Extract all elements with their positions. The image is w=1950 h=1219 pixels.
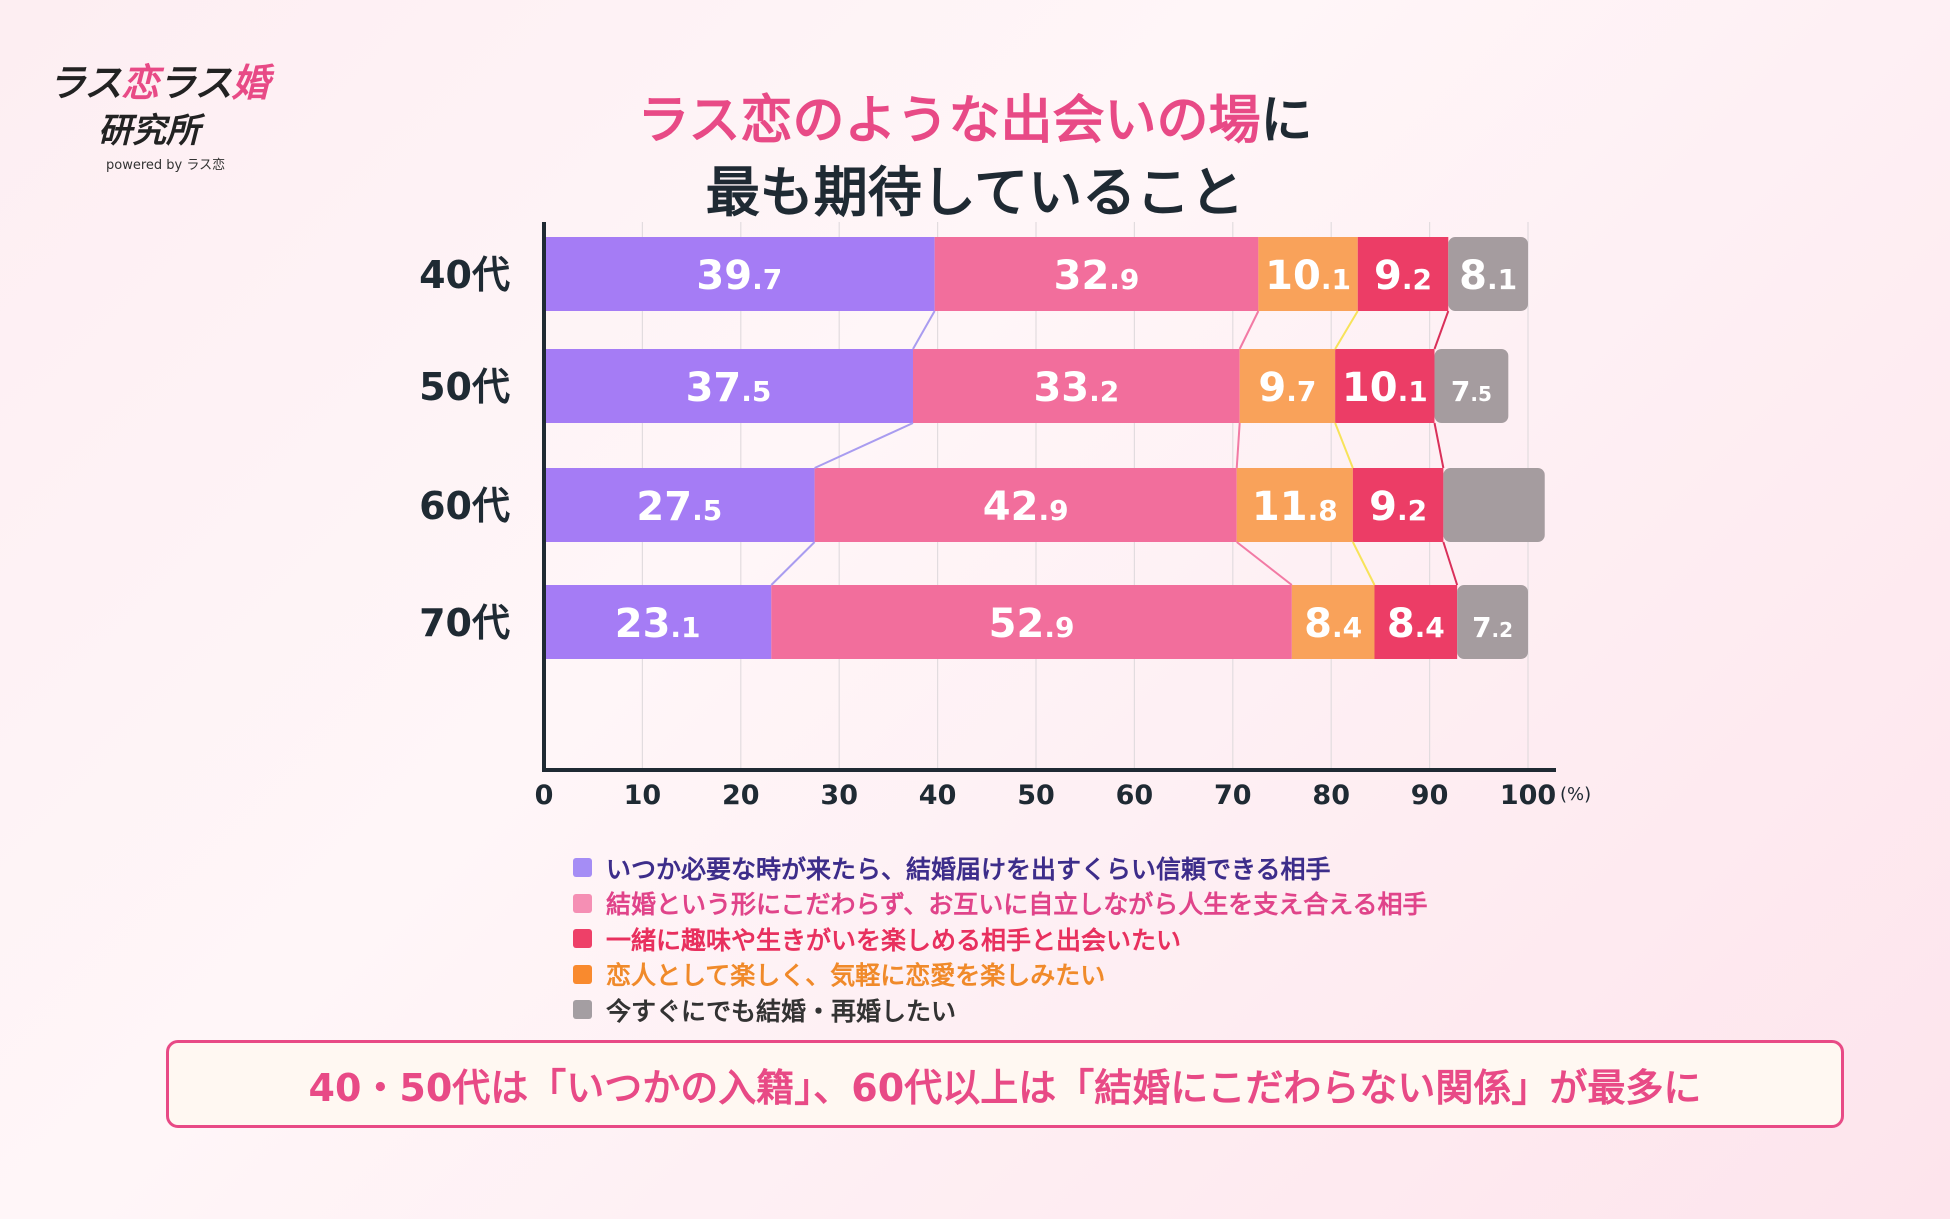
data-label: 42.9 xyxy=(983,484,1069,530)
legend-label: 一緒に趣味や生きがいを楽しめる相手と出会いたい xyxy=(606,925,1182,955)
data-label: 7.5 xyxy=(1451,375,1492,408)
legend-swatch xyxy=(573,1000,592,1020)
bar-2-50代 xyxy=(913,349,1240,423)
data-label: 8.4 xyxy=(1387,601,1445,647)
connector-line xyxy=(912,310,936,350)
summary-callout: 40・50代は「いつかの入籍」、60代以上は「結婚にこだわらない関係」が最多に xyxy=(166,1040,1844,1128)
x-tick-label: 0 xyxy=(535,780,554,811)
legend-label: いつか必要な時が来たら、結婚届けを出すくらい信頼できる相手 xyxy=(606,854,1331,884)
category-label: 50代 xyxy=(419,365,510,409)
connector-line xyxy=(1334,310,1359,350)
data-label: 37.5 xyxy=(686,365,772,411)
chart-title-line2: 最も期待していること xyxy=(705,161,1245,224)
x-tick-label: 90 xyxy=(1411,780,1449,811)
bar-3-50代 xyxy=(1239,349,1336,423)
bar-2-40代 xyxy=(934,237,1259,311)
x-tick-label: 70 xyxy=(1214,780,1252,811)
legend-item: 結婚という形にこだわらず、お互いに自立しながら人生を支え合える相手 xyxy=(573,886,1428,922)
bar-4-40代 xyxy=(1357,237,1449,311)
x-tick-label: 40 xyxy=(919,780,957,811)
connector-line xyxy=(1351,541,1376,586)
bar-3-40代 xyxy=(1258,237,1358,311)
x-tick-label: 80 xyxy=(1312,780,1350,811)
connector-line xyxy=(1235,422,1241,469)
category-label: 70代 xyxy=(419,601,510,645)
legend-item: いつか必要な時が来たら、結婚届けを出すくらい信頼できる相手 xyxy=(573,850,1428,886)
chart-title-line1: ラス恋のような出会いの場に xyxy=(637,91,1313,151)
bar-1-40代 xyxy=(544,237,935,311)
bar-4-60代 xyxy=(1352,468,1444,542)
bar-2-60代 xyxy=(814,468,1237,542)
logo-subtitle: 研究所 xyxy=(98,111,200,151)
bar-2-70代 xyxy=(771,585,1292,659)
bar-1-50代 xyxy=(544,349,913,423)
logo-title: ラス恋ラス婚 xyxy=(48,61,270,105)
bar-5-40代 xyxy=(1448,237,1528,311)
data-label: 10.1 xyxy=(1265,253,1351,299)
x-axis-unit: (%) xyxy=(1560,784,1591,805)
legend-item: 一緒に趣味や生きがいを楽しめる相手と出会いたい xyxy=(573,921,1428,957)
data-label: 32.9 xyxy=(1054,253,1140,299)
connector-line xyxy=(814,422,914,469)
connector-line xyxy=(1334,422,1354,469)
data-label: 33.2 xyxy=(1033,365,1119,411)
connector-line xyxy=(1433,310,1450,350)
x-tick-label: 20 xyxy=(722,780,760,811)
data-label: 8.4 xyxy=(1304,601,1362,647)
legend-swatch xyxy=(573,929,592,949)
bar-4-50代 xyxy=(1335,349,1435,423)
bar-1-70代 xyxy=(544,585,772,659)
data-label: 9.7 xyxy=(1258,365,1316,411)
x-tick-label: 60 xyxy=(1116,780,1154,811)
connector-line xyxy=(1236,541,1293,586)
connector-line xyxy=(1238,310,1260,350)
legend-swatch xyxy=(573,893,592,913)
data-label: 9.2 xyxy=(1374,253,1432,299)
legend-label: 今すぐにでも結婚・再婚したい xyxy=(606,996,957,1026)
logo: ラス恋ラス婚 研究所 powered by ラス恋 xyxy=(48,52,288,173)
legend-item: 恋人として楽しく、気軽に恋愛を楽しみたい xyxy=(573,957,1428,993)
x-tick-label: 10 xyxy=(624,780,662,811)
bar-3-70代 xyxy=(1291,585,1375,659)
connector-line xyxy=(770,541,816,586)
data-label: 39.7 xyxy=(696,253,782,299)
x-tick-label: 50 xyxy=(1017,780,1055,811)
chart-legend: いつか必要な時が来たら、結婚届けを出すくらい信頼できる相手結婚という形にこだわら… xyxy=(573,850,1428,1028)
data-label: 11.8 xyxy=(1252,484,1338,530)
bar-1-60代 xyxy=(544,468,815,542)
legend-label: 結婚という形にこだわらず、お互いに自立しながら人生を支え合える相手 xyxy=(606,890,1428,920)
legend-label: 恋人として楽しく、気軽に恋愛を楽しみたい xyxy=(606,961,1106,991)
logo-powered-by: powered by ラス恋 xyxy=(106,158,226,173)
data-label: 27.5 xyxy=(636,484,722,530)
category-label: 40代 xyxy=(419,253,510,297)
legend-item: 今すぐにでも結婚・再婚したい xyxy=(573,992,1428,1028)
bar-5-60代 xyxy=(1443,468,1545,542)
data-label: 10.1 xyxy=(1342,365,1428,411)
bar-5-70代 xyxy=(1457,585,1528,659)
bar-3-60代 xyxy=(1236,468,1353,542)
data-label: 9.2 xyxy=(1369,484,1427,530)
connector-line xyxy=(1433,422,1445,469)
legend-swatch xyxy=(573,964,592,984)
data-label: 7.2 xyxy=(1472,611,1513,644)
stacked-bar-chart: 39.7 32.9 10.1 9.2 8.1 37.5 33.2 9.7 10.1 7.5 27.5… xyxy=(419,222,1591,811)
category-label: 60代 xyxy=(419,484,510,528)
x-tick-label: 30 xyxy=(820,780,858,811)
connector-line xyxy=(1442,541,1459,586)
data-label: 23.1 xyxy=(615,601,701,647)
data-label: 52.9 xyxy=(989,601,1075,647)
legend-swatch xyxy=(573,858,592,878)
data-label: 8.1 xyxy=(1459,253,1517,299)
x-tick-label: 100 xyxy=(1500,780,1556,811)
bar-5-50代 xyxy=(1434,349,1509,423)
bar-4-70代 xyxy=(1374,585,1458,659)
